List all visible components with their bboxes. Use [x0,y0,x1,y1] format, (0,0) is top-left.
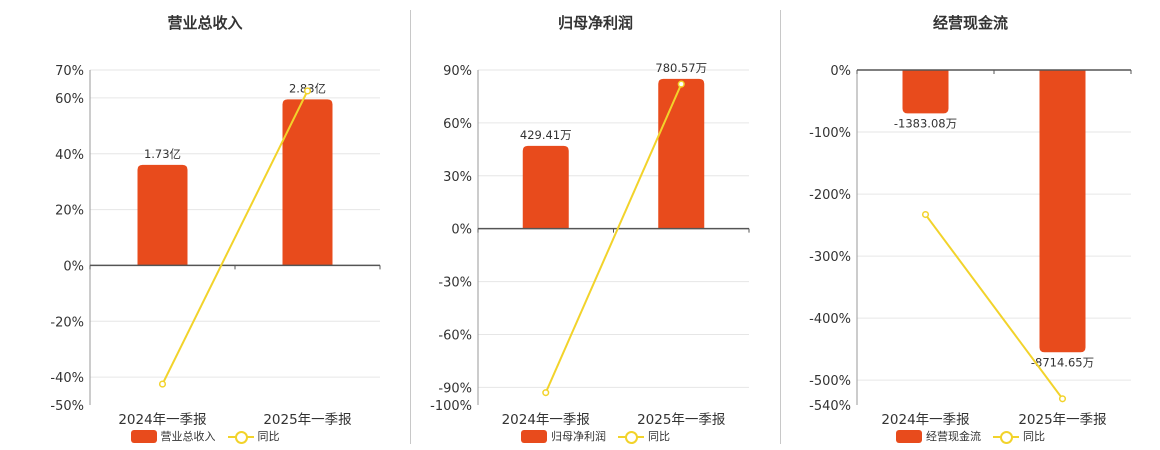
x-category-label: 2024年一季报 [881,412,969,428]
y-tick-label: 30% [443,170,472,185]
legend-line-label: 同比 [1023,430,1045,443]
line-point [542,389,550,397]
legend-line-swatch [618,430,644,444]
y-tick-label: -50% [50,399,84,414]
y-tick-label: -100% [430,399,472,414]
chart-title: 归母净利润 [557,14,633,32]
y-tick-label: -30% [438,276,472,291]
line-point [677,80,685,88]
bar-data-label: 780.57万 [655,61,707,75]
x-category-label: 2025年一季报 [263,412,351,428]
y-tick-label: -540% [809,399,851,414]
legend-bar-label: 归母净利润 [551,430,606,443]
y-tick-label: -40% [50,371,84,386]
x-category-label: 2024年一季报 [502,412,590,428]
bar-data-label: 429.41万 [520,128,572,142]
legend-bar-swatch [521,429,547,443]
y-tick-label: 70% [55,64,84,79]
y-tick-label: 0% [63,259,84,274]
line-series [161,90,309,385]
x-category-label: 2024年一季报 [118,412,206,428]
y-tick-label: -500% [809,374,851,389]
bar-data-label: 1.73亿 [144,147,181,161]
bar [137,164,188,266]
y-tick-label: 20% [55,204,84,219]
y-tick-label: -400% [809,312,851,327]
bar [1039,70,1086,353]
y-tick-label: -20% [50,315,84,330]
legend-line-swatch [993,430,1019,444]
chart-title: 经营现金流 [932,14,1008,32]
legend-item-line[interactable]: 同比 [993,428,1045,444]
legend-line-swatch [227,430,254,444]
line-point [158,380,167,388]
line-point [303,87,312,95]
y-tick-label: 60% [443,117,472,132]
x-category-label: 2025年一季报 [637,412,725,428]
bar [902,70,949,114]
y-tick-label: -90% [438,381,472,396]
y-tick-label: 60% [55,92,84,107]
legend-bar-label: 经营现金流 [926,430,981,443]
chart-legend: 营业总收入 同比 [0,428,410,444]
chart-legend: 归母净利润 同比 [411,428,780,444]
chart-title: 营业总收入 [167,14,243,32]
legend-item-line[interactable]: 同比 [227,428,280,444]
legend-item-bar[interactable]: 经营现金流 [896,428,981,444]
line-point [1058,395,1067,403]
line-series [544,83,683,394]
bar-data-label: -1383.08万 [894,116,957,130]
legend-bar-swatch [130,429,157,443]
y-tick-label: 40% [55,148,84,163]
y-tick-label: -60% [438,328,472,343]
bar-data-label: -8714.65万 [1031,355,1094,369]
legend-item-line[interactable]: 同比 [618,428,670,444]
y-tick-label: 0% [830,64,851,79]
y-tick-label: -300% [809,250,851,265]
chart-panel-revenue: 营业总收入 70%60%40%20%0%-20%-40%-50%1.73亿2.8… [0,0,410,450]
bar [658,78,705,229]
bar [282,99,333,266]
y-tick-label: 90% [443,64,472,79]
x-category-label: 2025年一季报 [1018,412,1106,428]
legend-line-label: 同比 [648,430,670,443]
line-point [921,210,930,219]
panel-divider [780,10,781,444]
legend-bar-label: 营业总收入 [160,430,216,443]
panel-divider [410,10,411,444]
legend-line-label: 同比 [257,430,280,443]
bar [522,145,569,229]
chart-panel-net-profit: 归母净利润 90% 60% 30% 0% -30% -60% -90% -100% 429.41… [411,0,780,450]
legend-item-bar[interactable]: 归母净利润 [521,428,606,444]
chart-svg: 0% -100% -200% -300% -400% -500% -540% -1383.08… [809,64,1132,428]
y-tick-label: -200% [809,188,851,203]
chart-svg: 70%60%40%20%0%-20%-40%-50%1.73亿2.83亿2024… [50,64,381,428]
line-series [924,213,1064,400]
y-tick-label: 0% [451,223,472,238]
legend-item-bar[interactable]: 营业总收入 [130,428,216,444]
legend-bar-swatch [896,429,922,443]
chart-legend: 经营现金流 同比 [781,428,1160,444]
y-tick-label: -100% [809,126,851,141]
chart-svg: 90% 60% 30% 0% -30% -60% -90% -100% 429.41万 780.5… [430,61,750,428]
chart-panel-cash-flow: 经营现金流 0% -100% -200% -300% -400% -500% -540% -1… [781,0,1160,450]
